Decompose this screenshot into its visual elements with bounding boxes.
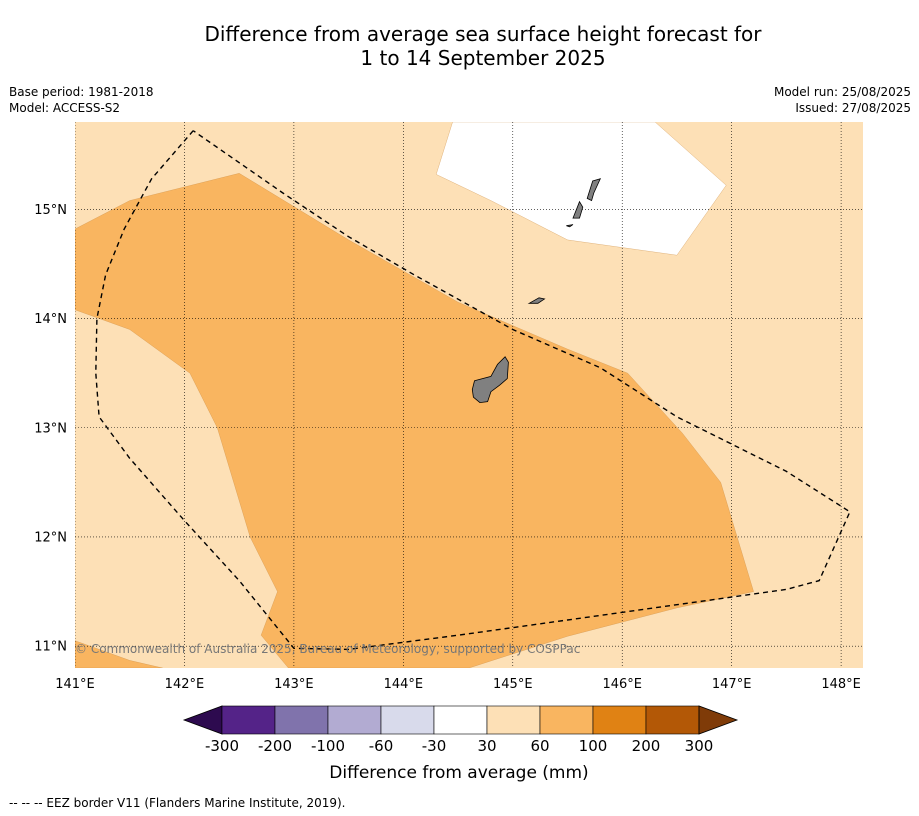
colorbar-tick-label: -60	[369, 737, 394, 755]
map-title: Difference from average sea surface heig…	[0, 22, 919, 70]
colorbar-tick-label: -30	[422, 737, 447, 755]
longitude-tick-label: 144°E	[384, 677, 424, 692]
longitude-tick-label: 145°E	[493, 677, 533, 692]
island-guam	[471, 356, 509, 404]
colorbar-extend-high	[698, 705, 739, 735]
colorbar: -300 -200 -100 -60 -30 30 60 100 200 300 Differen…	[182, 705, 739, 783]
colorbar-cell	[380, 705, 435, 735]
colorbar-cell	[327, 705, 382, 735]
longitude-tick-label: 146°E	[602, 677, 642, 692]
longitude-tick-labels: 141°E 142°E 143°E 144°E 145°E 146°E 147°E 148°E	[55, 677, 861, 692]
title-line-1: Difference from average sea surface heig…	[204, 22, 762, 46]
island-tinian	[572, 200, 584, 219]
colorbar-tick-label: -100	[311, 737, 345, 755]
latitude-tick-label: 15°N	[34, 203, 67, 218]
colorbar-tick-label: -200	[258, 737, 292, 755]
latitude-tick-labels: 15°N 14°N 13°N 12°N 11°N	[34, 203, 67, 655]
longitude-tick-label: 147°E	[712, 677, 752, 692]
colorbar-tick-label: 300	[685, 737, 714, 755]
colorbar-cell	[221, 705, 276, 735]
colorbar-extend-low	[182, 705, 223, 735]
title-line-2: 1 to 14 September 2025	[360, 46, 606, 70]
colorbar-cell	[274, 705, 329, 735]
longitude-tick-label: 143°E	[274, 677, 314, 692]
30-to-minus30-region	[435, 122, 727, 256]
colorbar-tick-label: 60	[530, 737, 549, 755]
anomaly-regions	[75, 122, 754, 668]
base-period-block: Base period: 1981-2018 Model: ACCESS-S2	[9, 84, 154, 116]
colorbar-cell	[592, 705, 647, 735]
graticule	[75, 122, 863, 668]
latitude-tick-label: 11°N	[34, 640, 67, 655]
60-100-region	[75, 173, 754, 668]
copyright-text: © Commonwealth of Australia 2025, Bureau…	[75, 642, 580, 656]
latitude-tick-label: 12°N	[34, 530, 67, 545]
colorbar-tick-label: 100	[579, 737, 608, 755]
map-figure: © Commonwealth of Australia 2025, Bureau…	[34, 122, 863, 783]
colorbar-title: Difference from average (mm)	[329, 763, 588, 783]
colorbar-tick-label: 30	[477, 737, 496, 755]
island-rota	[527, 297, 546, 304]
longitude-tick-label: 142°E	[165, 677, 205, 692]
model-text: Model: ACCESS-S2	[9, 101, 121, 115]
base-period-text: Base period: 1981-2018	[9, 85, 154, 99]
map-plot-area: © Commonwealth of Australia 2025, Bureau…	[75, 122, 863, 668]
issued-text: Issued: 27/08/2025	[795, 101, 911, 115]
colorbar-cell	[645, 705, 700, 735]
longitude-tick-label: 148°E	[821, 677, 861, 692]
island-saipan	[586, 178, 602, 202]
model-run-text: Model run: 25/08/2025	[773, 85, 911, 99]
model-run-block: Model run: 25/08/2025 Issued: 27/08/2025	[774, 84, 911, 116]
longitude-tick-label: 141°E	[55, 677, 95, 692]
colorbar-tick-label: -300	[205, 737, 239, 755]
latitude-tick-label: 14°N	[34, 312, 67, 327]
islands	[471, 178, 602, 404]
colorbar-cell	[433, 705, 488, 735]
island-aguijan	[566, 224, 574, 228]
colorbar-tick-label: 200	[632, 737, 661, 755]
latitude-tick-label: 13°N	[34, 421, 67, 436]
colorbar-cell	[486, 705, 541, 735]
eez-footnote: -- -- -- EEZ border V11 (Flanders Marine…	[9, 796, 346, 810]
60-100-corner-region	[75, 640, 163, 668]
colorbar-cell	[539, 705, 594, 735]
